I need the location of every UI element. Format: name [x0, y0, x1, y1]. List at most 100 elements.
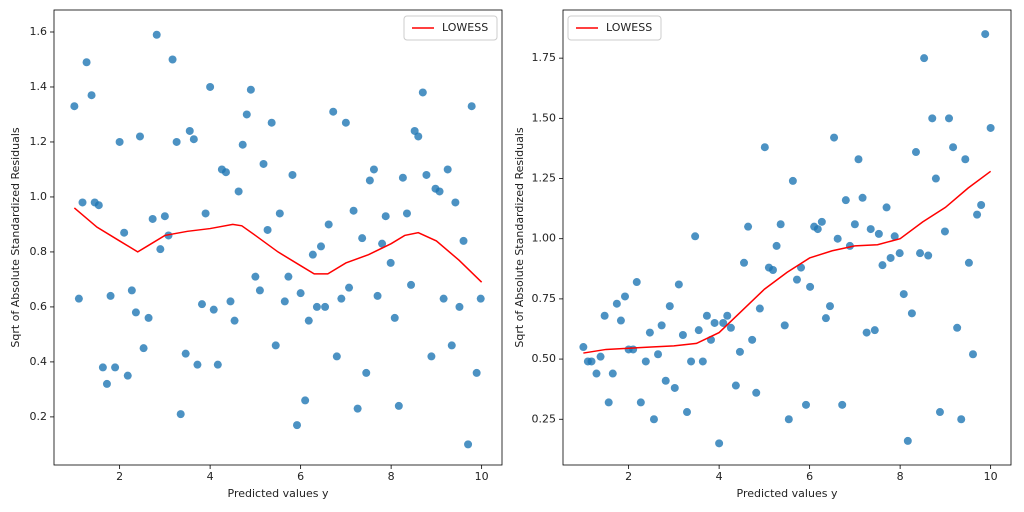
- point: [476, 294, 485, 303]
- point: [830, 133, 839, 142]
- point: [981, 30, 990, 39]
- point: [156, 245, 165, 254]
- point: [98, 363, 107, 372]
- y-tick-label: 0.75: [532, 292, 557, 305]
- point: [394, 401, 403, 410]
- x-axis-label: Predicted values y: [228, 487, 329, 500]
- point: [304, 316, 313, 325]
- point: [464, 440, 473, 449]
- point: [472, 368, 481, 377]
- point: [838, 400, 847, 409]
- x-tick-label: 10: [984, 470, 998, 483]
- point: [694, 326, 703, 335]
- point: [911, 148, 920, 157]
- point: [349, 206, 358, 215]
- point: [760, 143, 769, 152]
- point: [296, 289, 305, 298]
- point: [341, 118, 350, 127]
- point: [87, 91, 96, 100]
- x-tick-label: 6: [806, 470, 813, 483]
- point: [723, 311, 732, 320]
- point: [82, 58, 91, 67]
- point: [670, 383, 679, 392]
- y-tick-label: 1.6: [30, 25, 48, 38]
- x-tick-label: 2: [625, 470, 632, 483]
- point: [324, 220, 333, 229]
- point: [608, 369, 617, 378]
- point: [895, 249, 904, 258]
- y-tick-label: 1.4: [30, 80, 48, 93]
- point: [813, 225, 822, 234]
- legend-label: LOWESS: [442, 21, 488, 34]
- point: [407, 280, 416, 289]
- point: [661, 376, 670, 385]
- point: [674, 280, 683, 289]
- point: [362, 368, 371, 377]
- point: [780, 321, 789, 330]
- point: [447, 341, 456, 350]
- point: [418, 88, 427, 97]
- point: [455, 302, 464, 311]
- subplot: 2 4 6 8 10 0.25 0.50 0.75 1.00 1.25 1.50 1.75 Predic…: [513, 9, 1012, 500]
- point: [293, 421, 302, 430]
- point: [439, 294, 448, 303]
- y-tick-label: 0.6: [30, 300, 48, 313]
- point: [825, 302, 834, 311]
- point: [70, 102, 79, 111]
- point: [940, 227, 949, 236]
- point: [620, 292, 629, 301]
- x-tick-label: 4: [716, 470, 723, 483]
- point: [414, 132, 423, 141]
- point: [115, 137, 124, 146]
- point: [953, 323, 962, 332]
- point: [702, 311, 711, 320]
- point: [172, 137, 181, 146]
- point: [784, 415, 793, 424]
- point: [131, 308, 140, 317]
- point: [301, 396, 310, 405]
- point: [369, 165, 378, 174]
- point: [678, 331, 687, 339]
- lowess-line: [73, 207, 483, 283]
- point: [365, 176, 374, 185]
- point: [928, 114, 937, 123]
- point: [390, 313, 399, 322]
- point: [874, 229, 883, 238]
- point: [850, 220, 859, 229]
- point: [321, 302, 330, 311]
- point: [854, 155, 863, 164]
- point: [719, 318, 728, 327]
- point: [123, 371, 132, 380]
- y-tick-label: 1.50: [532, 111, 557, 124]
- point: [833, 234, 842, 243]
- y-tick-label: 0.8: [30, 245, 48, 258]
- point: [386, 258, 395, 267]
- point: [973, 210, 982, 219]
- subplot: 2 4 6 8 10 0.2 0.4 0.6 0.8 1.0 1.2 1.4 1.6 Predicted …: [9, 9, 503, 500]
- point: [381, 212, 390, 221]
- y-tick-label: 1.75: [532, 51, 557, 64]
- point: [657, 321, 666, 330]
- point: [152, 30, 161, 39]
- point: [263, 225, 272, 234]
- point: [726, 323, 735, 332]
- point: [858, 193, 867, 202]
- point: [748, 335, 757, 344]
- point: [641, 357, 650, 366]
- point: [422, 170, 431, 179]
- x-tick-label: 2: [116, 470, 123, 483]
- point: [744, 222, 753, 231]
- point: [189, 135, 198, 144]
- point: [312, 302, 321, 311]
- point: [337, 294, 346, 303]
- point: [740, 258, 749, 267]
- point: [255, 286, 264, 295]
- point: [841, 196, 850, 205]
- point: [459, 236, 468, 245]
- y-axis-label: Sqrt of Absolute Standardized Residuals: [9, 127, 22, 348]
- y-tick-label: 0.4: [30, 355, 48, 368]
- point: [907, 309, 916, 318]
- y-tick-label: 0.50: [532, 352, 557, 365]
- point: [957, 415, 966, 424]
